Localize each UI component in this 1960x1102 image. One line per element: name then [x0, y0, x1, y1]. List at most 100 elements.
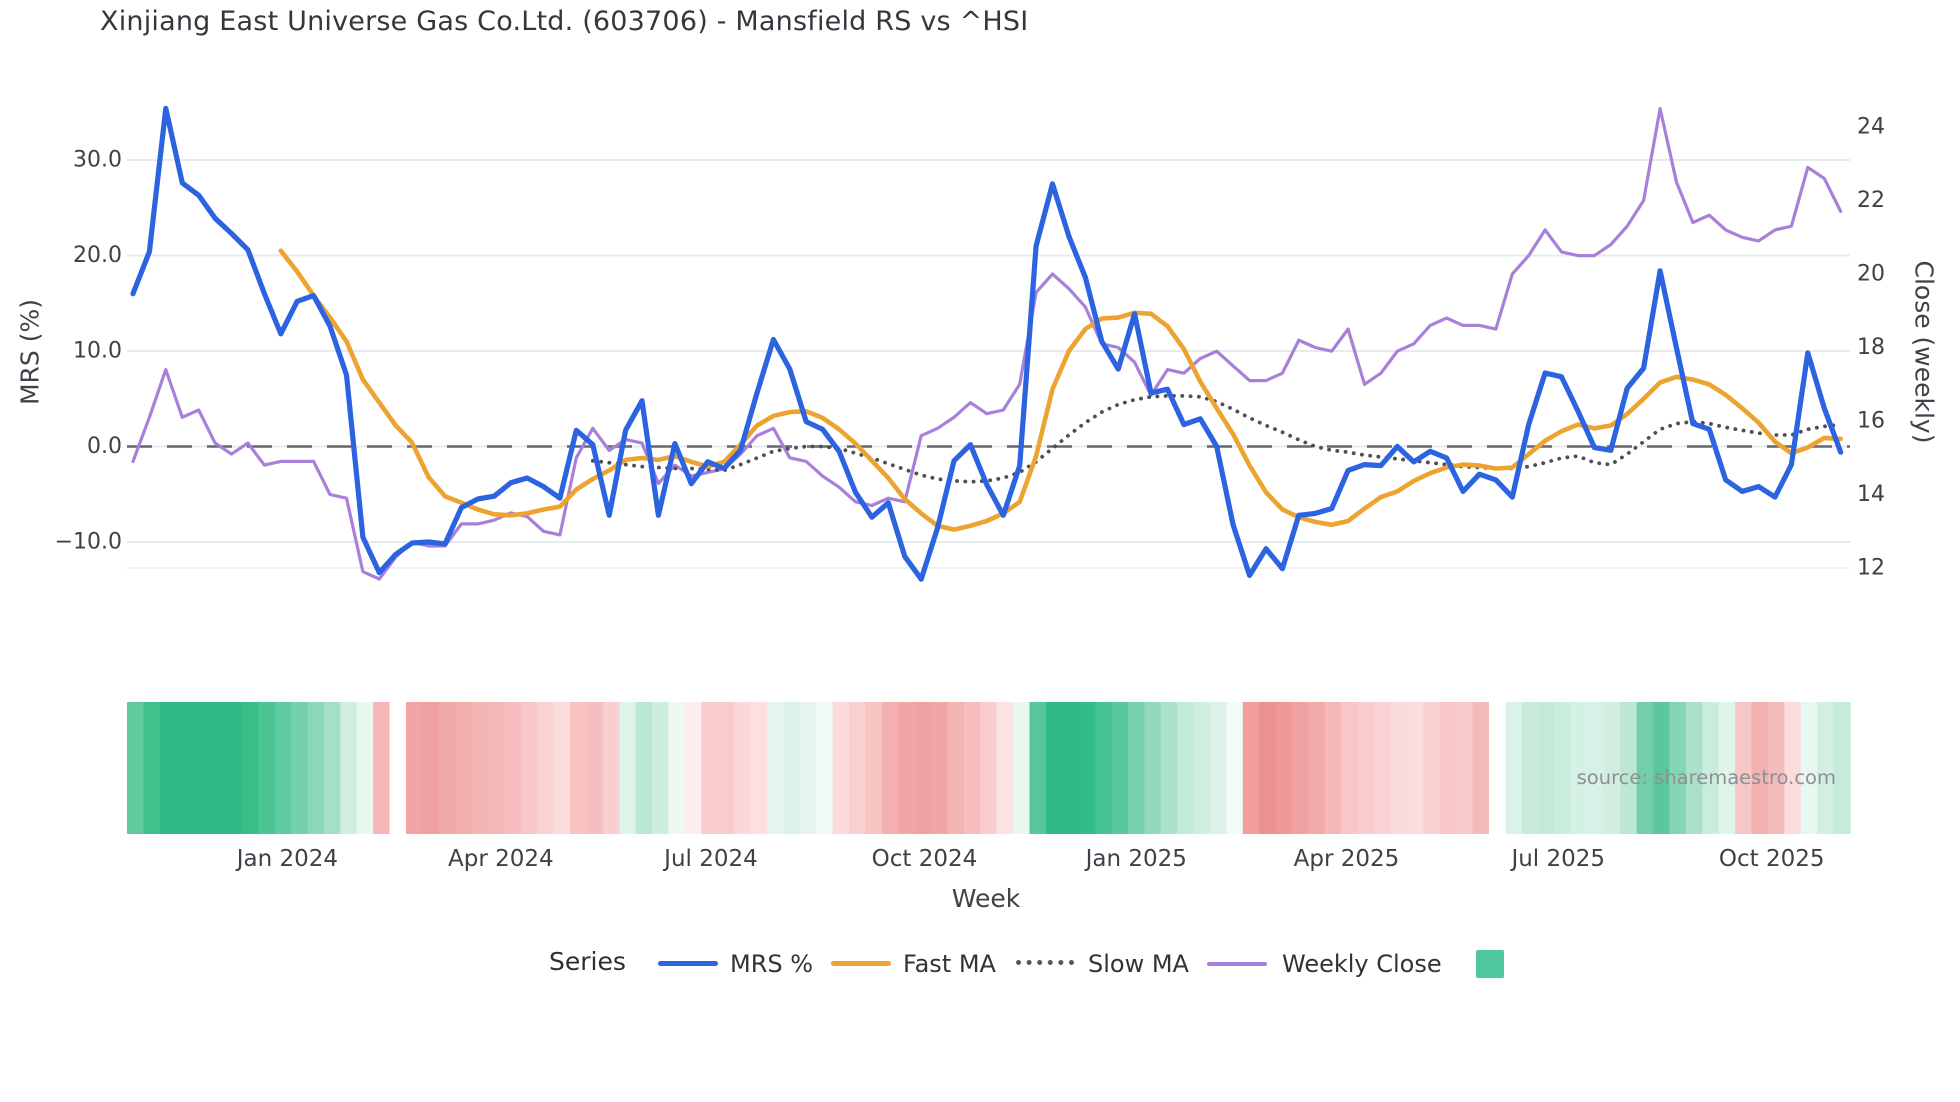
heatmap-week-cell [783, 702, 801, 834]
x-tick-label: Apr 2025 [1294, 846, 1400, 872]
heatmap-week-cell [832, 702, 850, 834]
y-left-tick-label: 20.0 [73, 243, 122, 268]
heatmap-week-cell [947, 702, 965, 834]
x-tick-label: Oct 2025 [1719, 846, 1825, 872]
heatmap-week-cell [963, 702, 982, 834]
heatmap-week-cell [1489, 702, 1507, 834]
y-left-axis-title: MRS (%) [16, 299, 45, 405]
legend-item-weekly-close[interactable]: Weekly Close [1282, 950, 1442, 978]
heatmap-week-cell [1259, 702, 1277, 834]
heatmap-week-cell [176, 702, 194, 834]
y-right-tick-label: 12 [1857, 556, 1885, 581]
heatmap-week-cell [1160, 702, 1178, 834]
y-right-tick-label: 18 [1857, 335, 1885, 360]
y-right-axis-title: Close (weekly) [1910, 261, 1939, 444]
heatmap-week-cell [1275, 702, 1293, 834]
heatmap-week-cell [1390, 702, 1408, 834]
heatmap-week-cell [898, 702, 916, 834]
heatmap-week-cell [1800, 702, 1818, 834]
heatmap-week-cell [1702, 702, 1720, 834]
heatmap-week-cell [931, 702, 949, 834]
heatmap-week-cell [684, 702, 703, 834]
heatmap-week-cell [192, 702, 210, 834]
heatmap-week-cell [241, 702, 260, 834]
y-right-tick-label: 22 [1857, 188, 1885, 213]
heatmap-week-cell [881, 702, 899, 834]
heatmap-week-cell [816, 702, 834, 834]
heatmap-week-cell [1341, 702, 1359, 834]
heatmap-week-cell [1620, 702, 1638, 834]
heatmap-week-cell [1751, 702, 1769, 834]
heatmap-week-cell [488, 702, 506, 834]
heatmap-week-cell [799, 702, 817, 834]
heatmap-week-cell [980, 702, 998, 834]
heatmap-week-cell [1374, 702, 1392, 834]
heatmap-week-cell [438, 702, 456, 834]
heatmap-week-cell [471, 702, 489, 834]
y-left-tick-label: 30.0 [73, 148, 122, 173]
heatmap-week-cell [1095, 702, 1113, 834]
legend-swatch-heatmap[interactable] [1476, 950, 1504, 978]
heatmap-week-cell [1111, 702, 1129, 834]
heatmap-week-cell [1505, 702, 1523, 834]
heatmap-week-cell [340, 702, 358, 834]
heatmap-week-cell [1406, 702, 1425, 834]
y-left-tick-label: 10.0 [73, 339, 122, 364]
heatmap-week-cell [1242, 702, 1260, 834]
heatmap-week-cell [1423, 702, 1441, 834]
heatmap-week-cell [570, 702, 588, 834]
heatmap-week-cell [389, 702, 407, 834]
heatmap-week-cell [668, 702, 686, 834]
x-tick-label: Oct 2024 [872, 846, 978, 872]
heatmap-week-cell [1193, 702, 1211, 834]
heatmap-week-cell [455, 702, 473, 834]
heatmap-week-cell [1571, 702, 1589, 834]
heatmap-week-cell [1538, 702, 1556, 834]
x-tick-label: Apr 2024 [448, 846, 554, 872]
heatmap-week-cell [1685, 702, 1704, 834]
slow-ma-line[interactable] [590, 393, 1843, 484]
y-right-tick-label: 16 [1857, 409, 1885, 434]
heatmap-week-cell [1817, 702, 1835, 834]
legend-swatch-fast-ma [831, 961, 891, 966]
legend-item-mrs[interactable]: MRS % [730, 950, 814, 978]
heatmap-week-cell [1029, 702, 1047, 834]
legend-swatch-mrs [658, 961, 718, 966]
heatmap-week-cell [1456, 702, 1474, 834]
heatmap-week-cell [1669, 702, 1687, 834]
heatmap-week-cell [1735, 702, 1753, 834]
heatmap-week-cell [356, 702, 374, 834]
heatmap-week-cell [1653, 702, 1671, 834]
legend-item-fast-ma[interactable]: Fast MA [903, 950, 996, 978]
legend-title: Series [549, 947, 626, 976]
legend-item-slow-ma[interactable]: Slow MA [1088, 950, 1189, 978]
mrs-line[interactable] [130, 105, 1844, 582]
heatmap-week-cell [652, 702, 670, 834]
heatmap-week-cell [1292, 702, 1310, 834]
heatmap-week-cell [1357, 702, 1375, 834]
x-tick-label: Jan 2024 [235, 846, 338, 872]
weekly-close-line[interactable] [131, 106, 1843, 581]
heatmap-week-cell [504, 702, 522, 834]
heatmap-week-cell [225, 702, 243, 834]
heatmap-week-cell [914, 702, 932, 834]
x-tick-label: Jan 2025 [1084, 846, 1187, 872]
heatmap-week-cell [291, 702, 309, 834]
heatmap-week-cell [1045, 702, 1064, 834]
heatmap-week-cell [307, 702, 325, 834]
heatmap-week-cell [258, 702, 276, 834]
heatmap-week-cell [750, 702, 768, 834]
heatmap-week-cell [1521, 702, 1539, 834]
heatmap-week-cell [1144, 702, 1162, 834]
heatmap-week-cell [422, 702, 440, 834]
heatmap-week-cell [1210, 702, 1228, 834]
heatmap-week-cell [1554, 702, 1572, 834]
heatmap-week-cell [323, 702, 342, 834]
fast-ma-line[interactable] [278, 248, 1843, 532]
heatmap-week-cell [537, 702, 555, 834]
heatmap-week-cell [1587, 702, 1605, 834]
heatmap-week-cell [143, 702, 161, 834]
heatmap-week-cell [1013, 702, 1031, 834]
heatmap-week-cell [1177, 702, 1195, 834]
